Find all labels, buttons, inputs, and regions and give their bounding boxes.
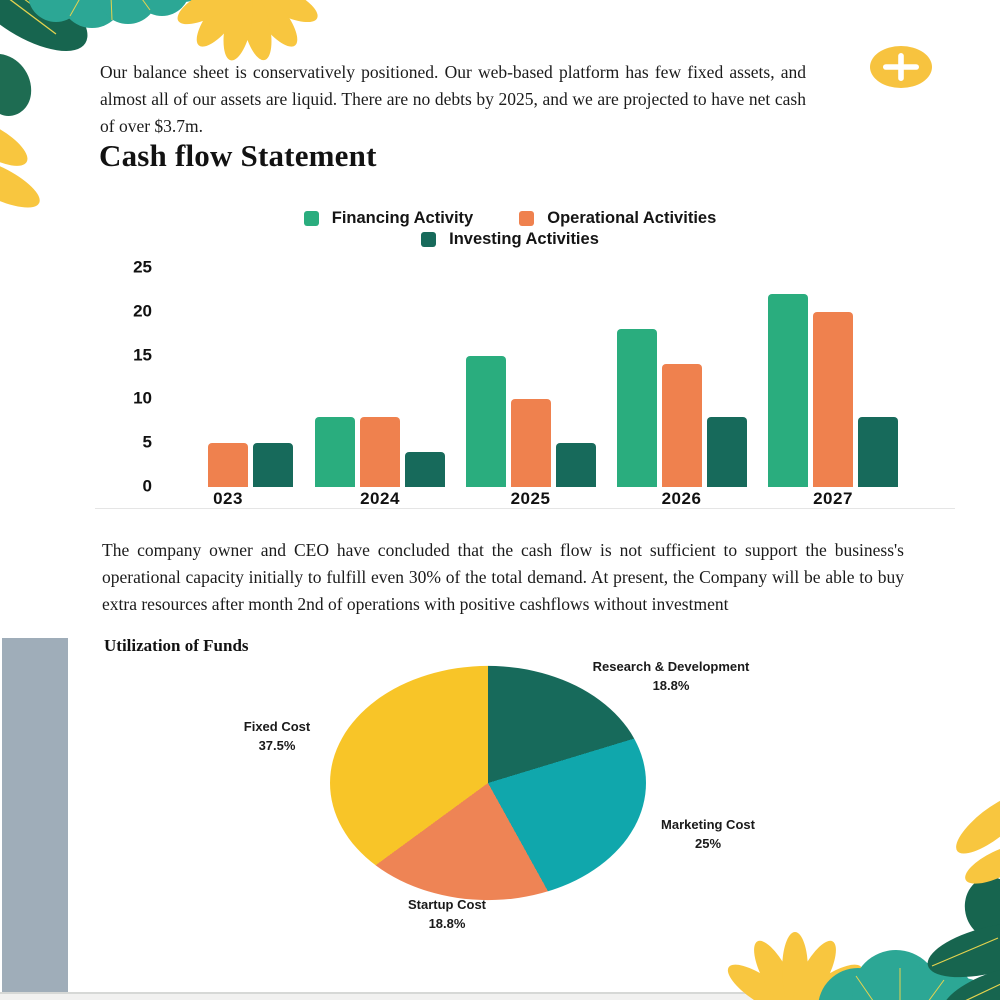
pie-slice-pct: 25% — [694, 836, 722, 851]
pie-slice-pct: 18.8% — [428, 916, 466, 931]
bar-investing-activities-2026 — [706, 416, 747, 487]
pie-slice-pct: 18.8% — [652, 678, 690, 693]
intro-paragraph: Our balance sheet is conservatively posi… — [100, 62, 806, 136]
pie-slice-name: Fixed Cost — [243, 719, 311, 734]
legend-item-financing: Financing Activity — [303, 209, 474, 228]
pie-slice-name: Marketing Cost — [661, 817, 755, 832]
pie-slice-name: Research & Development — [592, 659, 750, 674]
legend-label-investing: Investing Activities — [449, 230, 599, 248]
bar-financing-activity-2027 — [768, 294, 808, 487]
bar-investing-activities-2027 — [858, 416, 898, 487]
pie-slice-pct: 37.5% — [258, 738, 296, 753]
legend-item-operational: Operational Activities — [519, 209, 716, 228]
y-axis-tick: 0 — [142, 476, 152, 496]
bar-investing-activities-2024 — [405, 451, 445, 487]
legend-label-financing: Financing Activity — [331, 209, 474, 227]
pie-label-fixed-cost: Fixed Cost 37.5% — [244, 717, 310, 755]
x-axis-label: 023 — [213, 489, 243, 508]
pie-label-startup-cost: Startup Cost 18.8% — [408, 895, 486, 933]
left-margin-bar — [2, 638, 68, 993]
page-title: Cash flow Statement — [99, 138, 377, 173]
bar-financing-activity-2026 — [616, 329, 657, 487]
y-axis-tick: 15 — [133, 345, 152, 365]
x-axis-line — [95, 508, 955, 509]
legend-swatch-operational — [519, 211, 535, 226]
y-axis-tick: 5 — [142, 432, 152, 452]
legend-item-investing: Investing Activities — [421, 230, 599, 249]
legend-label-operational: Operational Activities — [547, 209, 717, 227]
legend-row: Investing Activities — [421, 230, 599, 249]
analysis-paragraph: The company owner and CEO have concluded… — [102, 540, 904, 614]
chart-legend: Financing Activity Operational Activitie… — [110, 209, 910, 249]
bar-financing-activity-2024 — [315, 416, 355, 487]
y-axis-tick: 25 — [133, 257, 152, 277]
x-axis-label: 2026 — [661, 489, 702, 508]
pie-label-research-development: Research & Development 18.8% — [593, 657, 750, 695]
legend-swatch-financing — [303, 211, 319, 226]
pie-label-marketing-cost: Marketing Cost 25% — [661, 815, 755, 853]
bar-financing-activity-2025 — [465, 355, 506, 487]
legend-row: Financing Activity Operational Activitie… — [303, 209, 716, 228]
bar-investing-activities-2025 — [555, 443, 596, 487]
bar-investing-activities-023 — [253, 443, 293, 487]
bar-operational-activities-2026 — [661, 364, 702, 487]
y-axis-tick: 10 — [133, 388, 152, 408]
bar-operational-activities-023 — [208, 443, 248, 487]
x-axis-label: 2024 — [360, 489, 400, 508]
funds-pie-chart — [330, 665, 646, 901]
bar-operational-activities-2027 — [813, 311, 853, 487]
page-bottom-edge — [0, 992, 1000, 1000]
pie-slice-name: Startup Cost — [408, 897, 486, 912]
x-axis-label: 2027 — [813, 489, 853, 508]
legend-swatch-investing — [421, 232, 437, 247]
bar-operational-activities-2024 — [360, 416, 400, 487]
y-axis-tick: 20 — [133, 301, 152, 321]
bar-operational-activities-2025 — [510, 399, 551, 487]
plus-icon — [869, 45, 933, 89]
x-axis-label: 2025 — [510, 489, 551, 508]
funds-section-title: Utilization of Funds — [104, 636, 249, 655]
